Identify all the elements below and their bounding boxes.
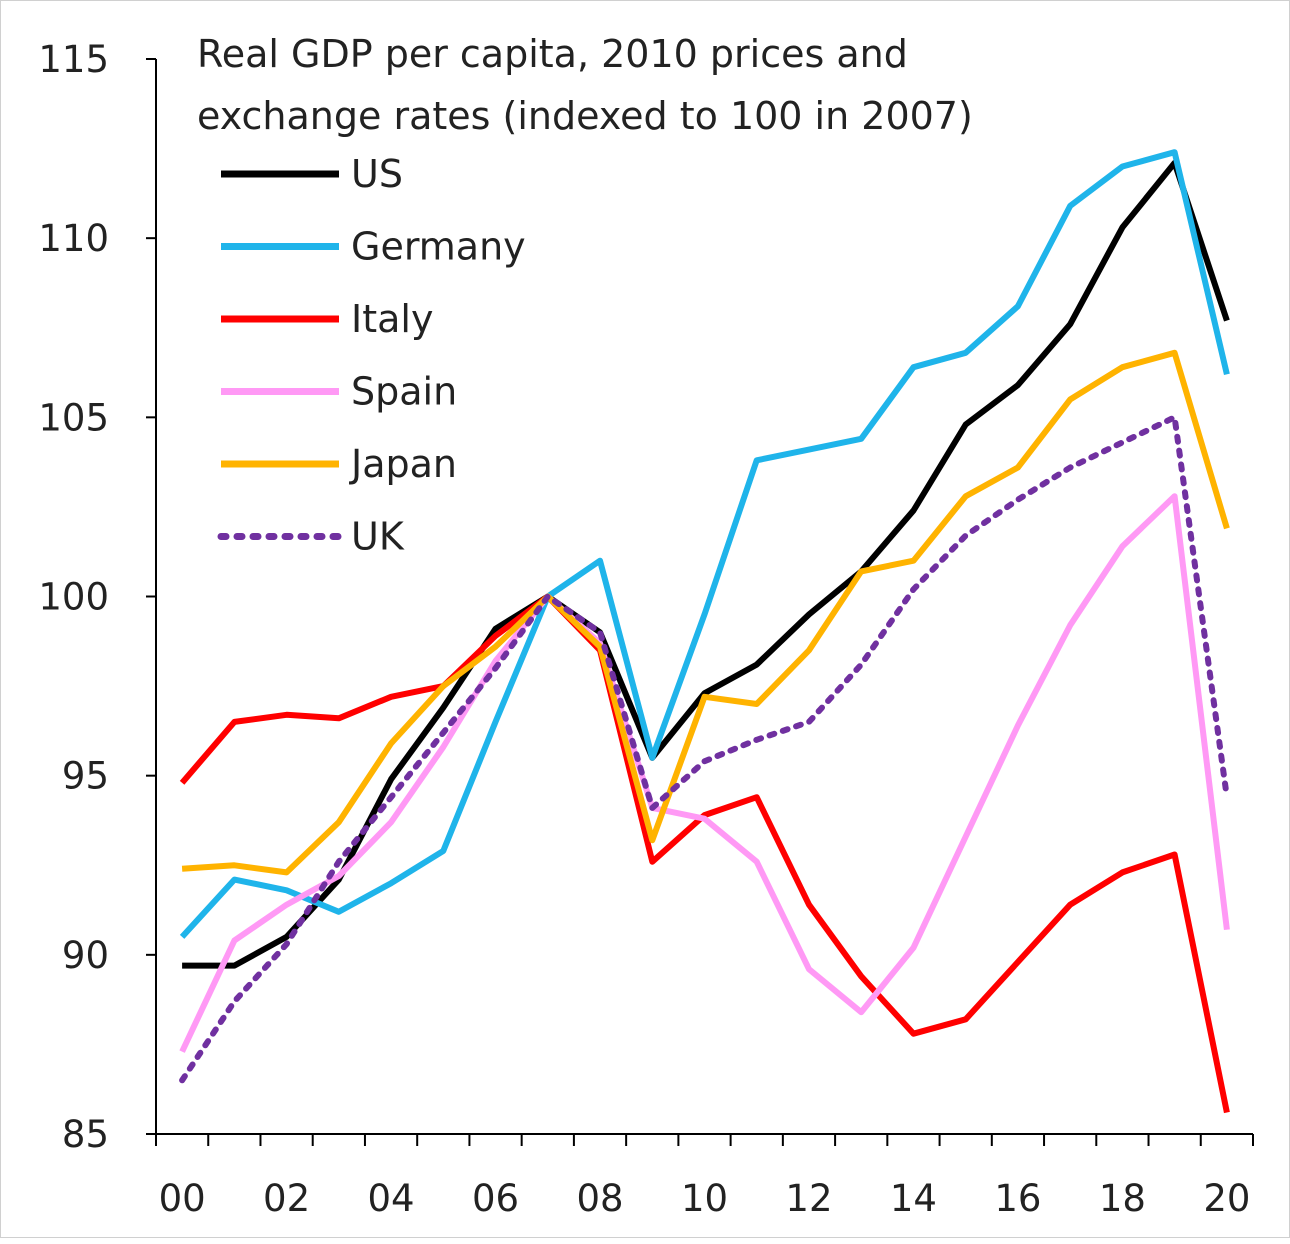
x-tick-label: 12: [785, 1177, 832, 1220]
legend-label-italy: Italy: [351, 297, 433, 341]
y-tick-label: 95: [62, 755, 109, 798]
y-tick-label: 100: [38, 576, 109, 619]
x-tick-label: 08: [576, 1177, 623, 1220]
x-tick-label: 18: [1099, 1177, 1146, 1220]
legend-label-spain: Spain: [351, 370, 457, 414]
x-tick-label: 04: [368, 1177, 415, 1220]
series-line-spain: [182, 496, 1227, 1051]
y-tick-label: 110: [38, 217, 109, 260]
legend-label-us: US: [351, 152, 403, 196]
x-tick-label: 10: [681, 1177, 728, 1220]
legend-label-uk: UK: [351, 515, 405, 559]
series-line-us: [182, 163, 1227, 966]
y-tick-label: 85: [62, 1113, 109, 1156]
legend-label-germany: Germany: [351, 225, 526, 269]
x-tick-label: 14: [890, 1177, 937, 1220]
x-tick-label: 02: [263, 1177, 310, 1220]
x-tick-label: 06: [472, 1177, 519, 1220]
x-tick-label: 16: [994, 1177, 1041, 1220]
y-tick-label: 90: [62, 934, 109, 977]
chart-title-line-1: Real GDP per capita, 2010 prices and: [197, 32, 908, 76]
y-tick-label: 105: [38, 396, 109, 439]
chart-title-line-2: exchange rates (indexed to 100 in 2007): [197, 94, 973, 138]
legend: US Germany Italy Spain Japan UK: [221, 152, 526, 559]
x-tick-label: 20: [1203, 1177, 1250, 1220]
x-tick-label: 00: [159, 1177, 206, 1220]
series-line-italy: [182, 597, 1227, 1113]
series-lines: [182, 152, 1227, 1113]
y-tick-label: 115: [38, 38, 109, 81]
legend-label-japan: Japan: [349, 442, 457, 486]
series-line-uk: [182, 417, 1227, 1080]
